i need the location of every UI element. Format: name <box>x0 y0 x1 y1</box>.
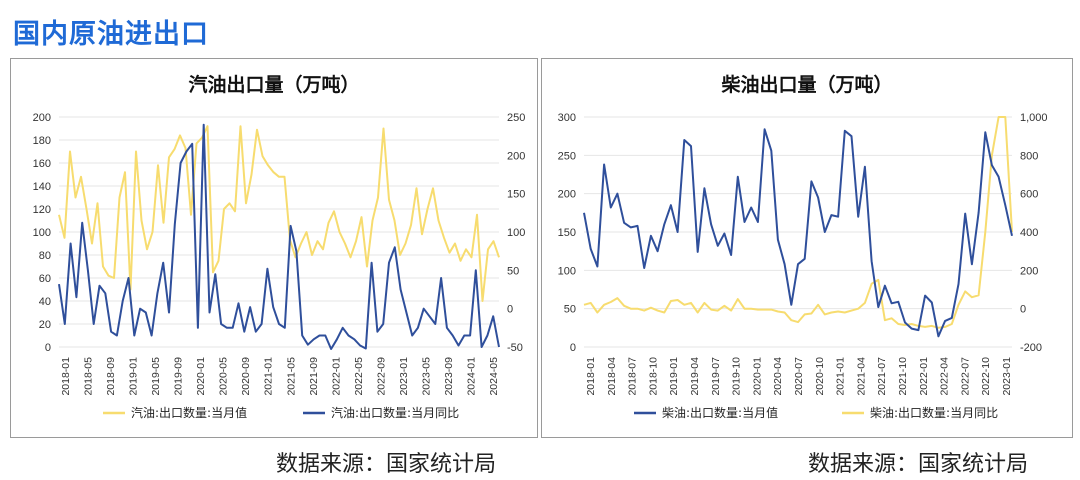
x-tick-label: 2018-01 <box>585 357 597 396</box>
x-tick-label: 2019-04 <box>689 357 701 396</box>
y-right-tick-label: 1,000 <box>1020 112 1048 124</box>
x-tick-label: 2021-04 <box>855 357 867 396</box>
x-tick-label: 2023-05 <box>420 357 432 396</box>
y-left-tick-label: 120 <box>33 204 51 216</box>
data-source-left: 数据来源：国家统计局 <box>276 452 497 477</box>
x-tick-label: 2019-10 <box>731 357 743 396</box>
y-left-tick-label: 140 <box>33 181 51 193</box>
y-right-tick-label: -50 <box>507 342 523 354</box>
x-tick-label: 2021-01 <box>835 357 847 396</box>
x-tick-label: 2024-01 <box>465 357 477 396</box>
x-tick-label: 2021-09 <box>308 357 320 396</box>
x-tick-label: 2022-05 <box>353 357 365 396</box>
x-tick-label: 2021-05 <box>285 357 297 396</box>
y-right-tick-label: 0 <box>507 304 513 316</box>
y-right-tick-label: 400 <box>1020 227 1038 239</box>
y-right-tick-label: 100 <box>507 227 525 239</box>
y-left-tick-label: 160 <box>33 158 51 170</box>
chart-title: 汽油出口量（万吨） <box>188 73 359 96</box>
y-left-tick-label: 80 <box>39 250 51 262</box>
x-tick-label: 2020-01 <box>195 357 207 396</box>
x-tick-label: 2018-07 <box>627 357 639 396</box>
y-left-tick-label: 0 <box>570 342 576 354</box>
y-left-tick-label: 40 <box>39 296 51 308</box>
x-tick-label: 2019-01 <box>128 357 140 396</box>
chart-title: 柴油出口量（万吨） <box>720 73 892 96</box>
x-tick-label: 2023-09 <box>443 357 455 396</box>
y-left-tick-label: 60 <box>39 273 51 285</box>
y-left-tick-label: 50 <box>564 304 576 316</box>
x-tick-label: 2022-01 <box>330 357 342 396</box>
x-tick-label: 2018-01 <box>60 357 72 396</box>
x-tick-label: 2018-09 <box>105 357 117 396</box>
gasoline-export-chart-panel: 汽油出口量（万吨） 0 20 40 60 80 100 120 140 160 180 200 -50 0… <box>10 58 538 438</box>
x-tick-label: 2020-10 <box>814 357 826 396</box>
legend-label: 汽油:出口数量:当月值 <box>131 405 247 420</box>
y-right-tick-label: 0 <box>1020 304 1026 316</box>
y-left-tick-label: 0 <box>45 342 51 354</box>
y-right-tick-label: 800 <box>1020 150 1038 162</box>
y-right-tick-label: 150 <box>507 189 525 201</box>
gasoline-export-chart: 汽油出口量（万吨） 0 20 40 60 80 100 120 140 160 180 200 -50 0… <box>33 73 526 420</box>
x-tick-label: 2022-10 <box>980 357 992 396</box>
x-tick-label: 2023-01 <box>1001 357 1013 396</box>
x-tick-label: 2018-10 <box>647 357 659 396</box>
legend-label: 柴油:出口数量:当月同比 <box>870 405 998 420</box>
x-tick-label: 2022-07 <box>959 357 971 396</box>
y-right-tick-label: 200 <box>507 150 525 162</box>
x-tick-label: 2020-09 <box>240 357 252 396</box>
legend-label: 汽油:出口数量:当月同比 <box>331 405 459 420</box>
x-tick-label: 2020-01 <box>751 357 763 396</box>
x-tick-label: 2022-09 <box>375 357 387 396</box>
y-left-tick-label: 250 <box>558 150 576 162</box>
x-tick-label: 2019-01 <box>668 357 680 396</box>
legend-label: 柴油:出口数量:当月值 <box>662 405 778 420</box>
x-tick-label: 2018-04 <box>606 357 618 396</box>
x-tick-label: 2020-04 <box>772 357 784 396</box>
y-right-tick-label: -200 <box>1020 342 1042 354</box>
page-title: 国内原油进出口 <box>13 19 209 50</box>
y-left-tick-label: 200 <box>33 112 51 124</box>
y-right-tick-label: 600 <box>1020 189 1038 201</box>
x-tick-label: 2022-04 <box>939 357 951 396</box>
y-right-tick-label: 50 <box>507 265 519 277</box>
x-tick-label: 2022-01 <box>918 357 930 396</box>
y-left-tick-label: 300 <box>558 112 576 124</box>
data-source-right: 数据来源：国家统计局 <box>808 452 1029 477</box>
x-tick-label: 2018-05 <box>83 357 95 396</box>
x-tick-label: 2020-05 <box>218 357 230 396</box>
x-tick-label: 2021-07 <box>876 357 888 396</box>
y-left-tick-label: 200 <box>558 189 576 201</box>
x-tick-label: 2021-01 <box>263 357 275 396</box>
y-right-tick-label: 250 <box>507 112 525 124</box>
y-left-tick-label: 180 <box>33 135 51 147</box>
x-tick-label: 2023-01 <box>398 357 410 396</box>
y-left-tick-label: 100 <box>33 227 51 239</box>
x-tick-label: 2020-07 <box>793 357 805 396</box>
y-left-tick-label: 20 <box>39 319 51 331</box>
series-line-left-axis <box>583 128 1013 338</box>
y-left-tick-label: 100 <box>558 265 576 277</box>
y-right-tick-label: 200 <box>1020 265 1038 277</box>
x-tick-label: 2024-05 <box>488 357 500 396</box>
x-tick-label: 2019-05 <box>150 357 162 396</box>
diesel-export-chart: 柴油出口量（万吨） 0 50 100 150 200 250 300 -200 0 200 400 60… <box>558 73 1048 420</box>
x-tick-label: 2021-10 <box>897 357 909 396</box>
y-left-tick-label: 150 <box>558 227 576 239</box>
series-line-right-axis <box>583 116 1013 329</box>
x-tick-label: 2019-09 <box>173 357 185 396</box>
series-line-right-axis <box>58 123 500 350</box>
diesel-export-chart-panel: 柴油出口量（万吨） 0 50 100 150 200 250 300 -200 0 200 400 60… <box>541 58 1073 438</box>
x-tick-label: 2019-07 <box>710 357 722 396</box>
series-line-left-axis <box>58 125 500 302</box>
